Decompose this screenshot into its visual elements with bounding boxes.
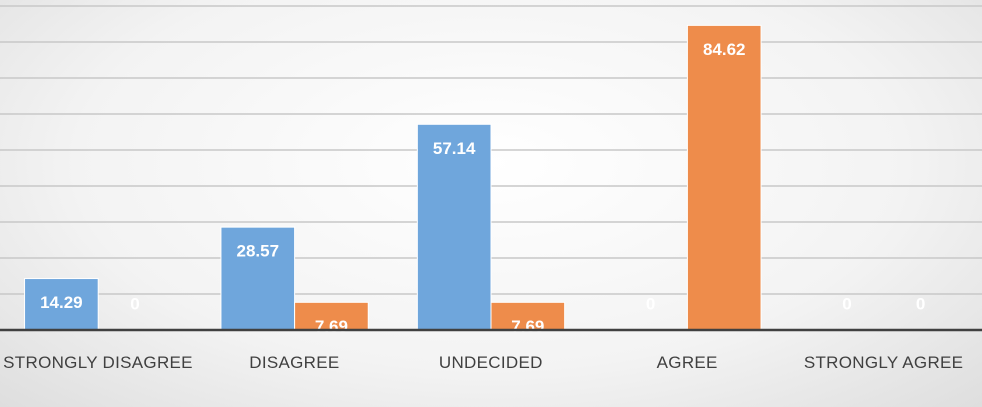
data-label: 0 [646, 294, 655, 313]
bar [416, 123, 492, 331]
data-label: 57.14 [433, 139, 476, 158]
bar [24, 278, 99, 331]
x-tick-label: STRONGLY DISAGREE [3, 353, 193, 372]
x-tick-label: DISAGREE [249, 353, 340, 372]
data-label: 14.29 [40, 293, 83, 312]
x-tick-label: STRONGLY AGREE [803, 353, 964, 372]
data-label: 0 [842, 294, 851, 313]
bar [490, 301, 566, 331]
bar [220, 226, 296, 331]
bar [686, 24, 762, 331]
x-tick-label: AGREE [656, 353, 718, 372]
data-label: 7.69 [315, 317, 348, 336]
data-label: 7.69 [511, 317, 544, 336]
data-label: 0 [130, 294, 139, 313]
x-tick-label: UNDECIDED [438, 353, 543, 372]
data-label: 28.57 [237, 242, 280, 261]
data-label: 84.62 [703, 40, 746, 59]
data-label: 0 [916, 294, 925, 313]
